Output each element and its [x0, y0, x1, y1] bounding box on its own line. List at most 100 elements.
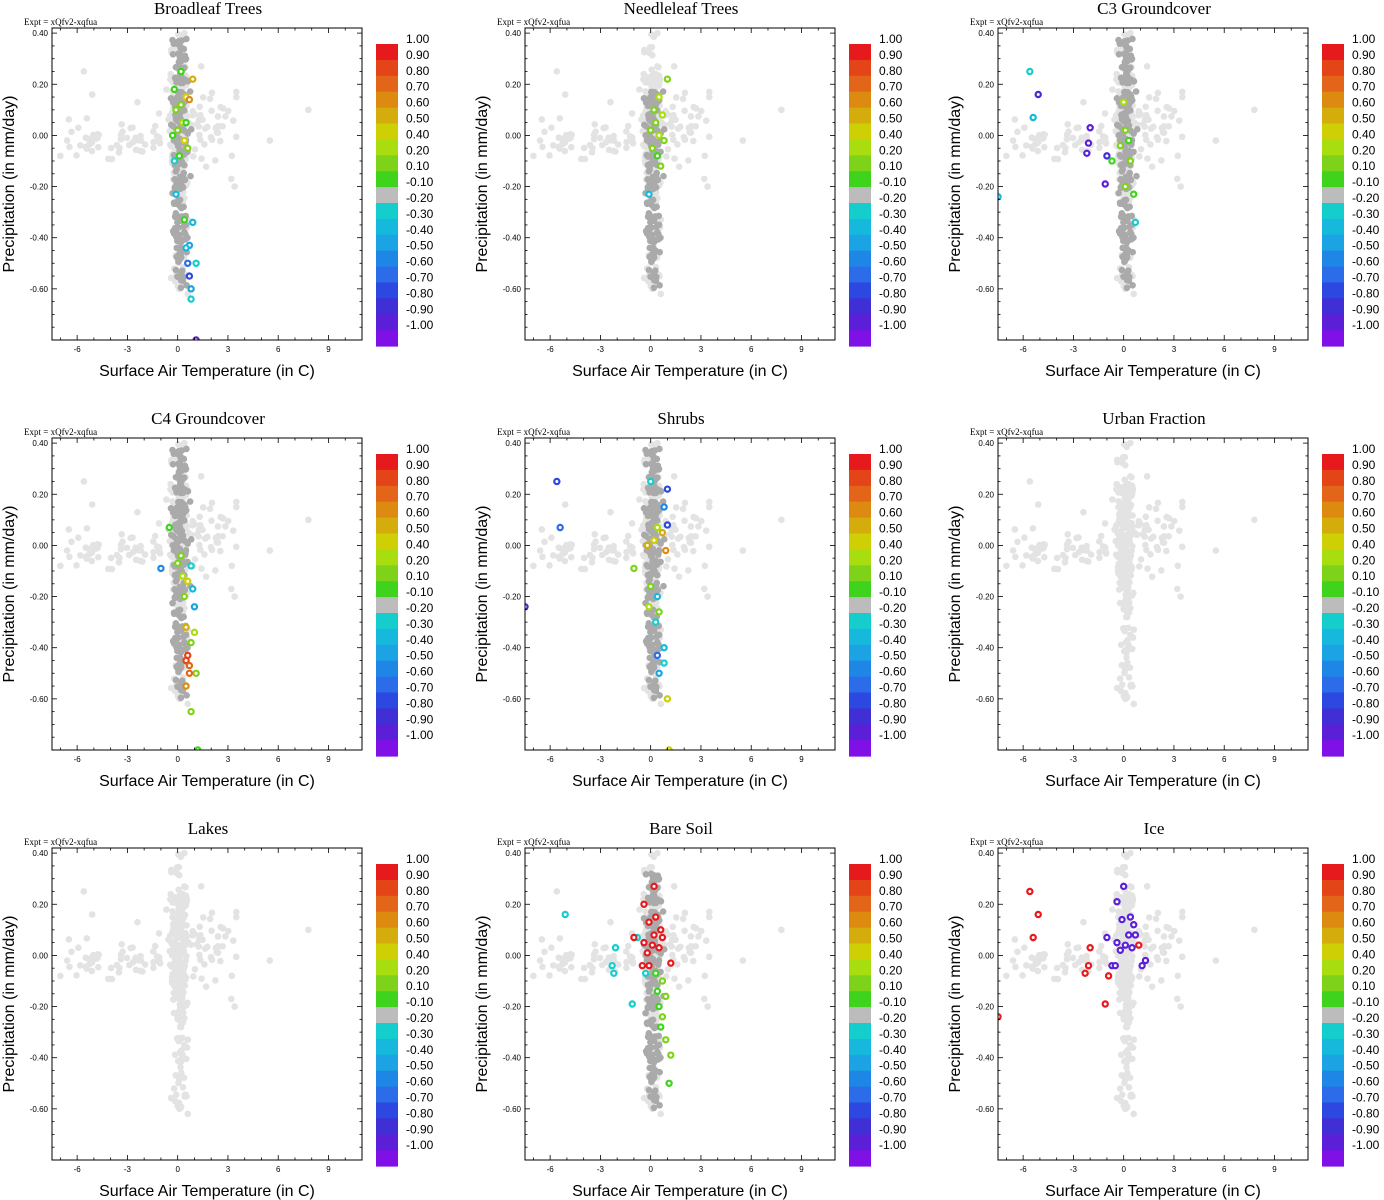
x-tick-label: -3: [1070, 755, 1078, 764]
background-point: [107, 964, 115, 972]
y-tick-label: 0.40: [32, 439, 48, 448]
background-point: [117, 955, 125, 963]
data-point: [1131, 218, 1140, 227]
colorbar-label: 0.60: [879, 96, 903, 110]
data-point: [189, 218, 197, 227]
data-point: [177, 101, 185, 109]
x-tick-label: 3: [226, 345, 231, 354]
background-point: [197, 883, 205, 890]
colorbar-label: 0.60: [406, 916, 430, 930]
colorbar-label: -0.30: [406, 1027, 434, 1041]
background-point: [231, 183, 238, 190]
colorbar-label: 0.70: [879, 80, 903, 94]
colorbar-label: -0.20: [1352, 191, 1380, 205]
insignificant-point: [654, 646, 662, 653]
insignificant-point: [660, 582, 667, 590]
background-point: [208, 499, 216, 507]
expt-label: Expt = xQfv2-xqfua: [497, 427, 570, 437]
background-point: [679, 95, 687, 103]
insignificant-point: [180, 474, 188, 481]
insignificant-point: [1118, 266, 1126, 274]
background-point: [57, 152, 64, 160]
background-point: [1137, 556, 1145, 563]
background-point: [1012, 143, 1019, 151]
colorbar-swatch: [376, 1150, 398, 1167]
background-point: [201, 141, 208, 148]
background-point: [180, 1074, 188, 1082]
x-axis-label: Surface Air Temperature (in C): [99, 363, 315, 380]
colorbar-swatch: [1322, 565, 1344, 582]
y-tick-label: 0.40: [505, 29, 521, 38]
insignificant-point: [1121, 258, 1128, 265]
x-tick-label: 6: [276, 1165, 281, 1174]
background-point: [1162, 547, 1170, 555]
insignificant-point: [172, 620, 180, 627]
background-point: [182, 901, 190, 909]
background-point: [1147, 551, 1154, 558]
colorbar-swatch: [376, 234, 398, 252]
background-point: [590, 545, 598, 553]
colorbar-label: 1.00: [406, 852, 430, 866]
background-point: [1115, 498, 1122, 505]
colorbar-label: 0.20: [406, 143, 430, 157]
colorbar-label: -1.00: [879, 318, 907, 332]
background-point: [1096, 138, 1103, 146]
insignificant-point: [181, 646, 189, 653]
background-point: [706, 93, 713, 101]
background-point: [642, 498, 649, 505]
background-point: [229, 117, 237, 124]
insignificant-point: [648, 507, 656, 515]
background-point: [580, 554, 588, 562]
background-point: [1034, 147, 1042, 155]
panel-c4-groundcover: C4 Groundcover Expt = xQfv2-xqfua -6 -3 0 3 6 9…: [1, 409, 434, 790]
background-point: [212, 157, 219, 164]
background-point: [1097, 532, 1105, 540]
colorbar-label: -0.20: [406, 191, 434, 205]
background-point: [1087, 551, 1095, 558]
colorbar-swatch: [849, 565, 871, 582]
y-tick-label: -0.40: [503, 234, 522, 243]
data-point: [168, 131, 177, 140]
background-point: [127, 534, 134, 542]
insignificant-point: [1125, 247, 1133, 255]
background-point: [165, 936, 172, 943]
colorbar-swatch: [1322, 708, 1344, 725]
colorbar-swatch: [376, 1038, 398, 1056]
colorbar-swatch: [1322, 203, 1344, 220]
x-tick-label: 0: [175, 755, 180, 764]
y-tick-label: -0.60: [976, 285, 995, 294]
background-point: [622, 538, 630, 545]
insignificant-point: [177, 270, 185, 278]
background-point: [219, 122, 226, 130]
background-point: [305, 106, 312, 114]
x-axis-label: Surface Air Temperature (in C): [1045, 773, 1261, 790]
colorbar: 1.00 0.90 0.80 0.70 0.60 0.500.40 0.20 0.10 -0.1…: [1322, 442, 1380, 757]
background-point: [1118, 681, 1126, 688]
insignificant-point: [179, 184, 187, 191]
background-point: [1130, 700, 1138, 708]
background-point: [149, 128, 157, 135]
scatter-points: [57, 29, 312, 340]
colorbar-label: 1.00: [406, 442, 430, 456]
background-point: [563, 541, 570, 549]
insignificant-point: [1133, 172, 1140, 180]
data-point: [170, 85, 179, 94]
scatter-points: [57, 439, 312, 750]
background-point: [668, 123, 675, 130]
data-point: [172, 106, 180, 114]
background-point: [177, 923, 185, 930]
background-point: [1144, 565, 1151, 572]
colorbar-swatch: [376, 1086, 398, 1103]
background-point: [1168, 523, 1175, 530]
background-point: [66, 553, 73, 561]
insignificant-point: [172, 168, 180, 175]
data-point: [653, 523, 662, 532]
background-point: [175, 886, 182, 894]
background-point: [607, 98, 614, 106]
data-point: [648, 144, 657, 152]
background-point: [184, 1036, 192, 1043]
background-point: [77, 962, 84, 969]
colorbar-swatch: [1322, 628, 1344, 646]
insignificant-point: [1127, 228, 1134, 236]
colorbar-label: 0.50: [406, 112, 430, 126]
